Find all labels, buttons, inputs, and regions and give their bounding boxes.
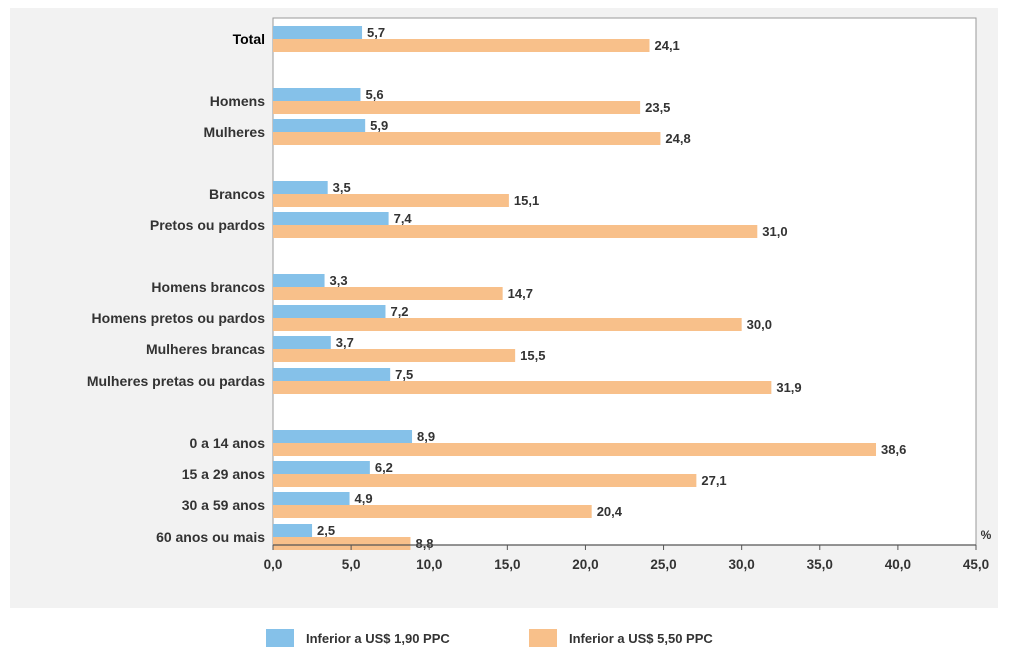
data-label: 7,4: [394, 211, 413, 226]
bar-series-1: [273, 88, 361, 101]
data-label: 3,7: [336, 335, 354, 350]
labels-layer: Total 5,7 24,1 Homens 5,6 23,5 Mulheres 5,9 24,8…: [87, 25, 907, 551]
data-label: 4,9: [355, 491, 373, 506]
bar-series-2: [273, 287, 503, 300]
category-label: Homens pretos ou pardos: [92, 310, 266, 326]
category-label: Homens brancos: [151, 279, 265, 295]
category-label: 30 a 59 anos: [182, 497, 265, 513]
data-label: 31,9: [776, 380, 801, 395]
bar-series-2: [273, 194, 509, 207]
bar-series-2: [273, 443, 877, 456]
bar-series-1: [273, 212, 389, 225]
x-tick-label: 20,0: [572, 557, 598, 572]
category-label: Homens: [210, 93, 265, 109]
data-label: 15,1: [514, 193, 539, 208]
legend-swatch-series-2: [529, 629, 557, 647]
data-label: 8,8: [415, 536, 433, 551]
data-label: 27,1: [701, 473, 726, 488]
category-label: Mulheres pretas ou pardas: [87, 373, 265, 389]
data-label: 7,2: [390, 304, 408, 319]
data-label: 6,2: [375, 460, 393, 475]
chart-panel: Total 5,7 24,1 Homens 5,6 23,5 Mulheres 5,9 24,8…: [10, 8, 998, 608]
x-unit-label: %: [981, 528, 992, 542]
bar-series-1: [273, 336, 331, 349]
bar-series-2: [273, 537, 411, 550]
data-label: 23,5: [645, 100, 670, 115]
data-label: 3,3: [330, 273, 348, 288]
x-tick-label: 30,0: [729, 557, 755, 572]
x-tick-label: 45,0: [963, 557, 989, 572]
bar-series-2: [273, 39, 650, 52]
category-label: Pretos ou pardos: [150, 217, 265, 233]
category-label: Mulheres brancas: [146, 341, 265, 357]
x-tick-label: 40,0: [885, 557, 911, 572]
x-tick-label: 5,0: [342, 557, 361, 572]
x-axis: 0,0 5,0 10,0 15,0 20,0 25,0 30,0 35,0 40,0 45,0%: [264, 528, 992, 572]
bar-series-2: [273, 101, 641, 114]
bar-series-1: [273, 492, 350, 505]
legend-label-series-1: Inferior a US$ 1,90 PPC: [306, 630, 450, 646]
data-label: 14,7: [508, 286, 533, 301]
bar-series-2: [273, 318, 742, 331]
data-label: 7,5: [395, 367, 413, 382]
legend-swatch-series-1: [266, 629, 294, 647]
bar-series-1: [273, 274, 325, 287]
category-label: 60 anos ou mais: [156, 529, 265, 545]
data-label: 15,5: [520, 348, 545, 363]
data-label: 2,5: [317, 523, 335, 538]
legend: Inferior a US$ 1,90 PPC Inferior a US$ 5…: [0, 622, 1009, 650]
x-tick-label: 25,0: [650, 557, 676, 572]
category-label: Brancos: [209, 186, 265, 202]
x-tick-label: 0,0: [264, 557, 283, 572]
bar-series-1: [273, 119, 366, 132]
bar-series-2: [273, 225, 758, 238]
bars-layer: [273, 26, 877, 550]
bar-series-2: [273, 132, 661, 145]
bar-series-2: [273, 474, 697, 487]
bar-series-2: [273, 349, 516, 362]
bar-series-1: [273, 368, 391, 381]
x-tick-label: 35,0: [807, 557, 833, 572]
bar-series-1: [273, 305, 386, 318]
legend-item-series-1: Inferior a US$ 1,90 PPC: [266, 628, 450, 648]
bar-series-2: [273, 381, 772, 394]
category-label: 0 a 14 anos: [190, 435, 266, 451]
category-label: 15 a 29 anos: [182, 466, 265, 482]
data-label: 5,7: [367, 25, 385, 40]
bar-series-1: [273, 524, 313, 537]
category-label: Mulheres: [204, 124, 266, 140]
data-label: 38,6: [881, 442, 906, 457]
bar-series-1: [273, 430, 413, 443]
data-label: 5,9: [370, 118, 388, 133]
data-label: 5,6: [365, 87, 383, 102]
x-tick-label: 15,0: [494, 557, 520, 572]
data-label: 8,9: [417, 429, 435, 444]
data-label: 24,8: [665, 131, 690, 146]
x-tick-label: 10,0: [416, 557, 442, 572]
data-label: 20,4: [597, 504, 623, 519]
data-label: 24,1: [654, 38, 679, 53]
bar-series-2: [273, 505, 592, 518]
data-label: 30,0: [747, 317, 772, 332]
legend-item-series-2: Inferior a US$ 5,50 PPC: [529, 628, 713, 648]
bar-series-1: [273, 461, 370, 474]
bar-series-1: [273, 26, 363, 39]
category-label: Total: [233, 31, 265, 47]
bar-chart: Total 5,7 24,1 Homens 5,6 23,5 Mulheres 5,9 24,8…: [87, 17, 992, 572]
bar-series-1: [273, 181, 328, 194]
legend-label-series-2: Inferior a US$ 5,50 PPC: [569, 630, 713, 646]
data-label: 3,5: [333, 180, 351, 195]
data-label: 31,0: [762, 224, 787, 239]
